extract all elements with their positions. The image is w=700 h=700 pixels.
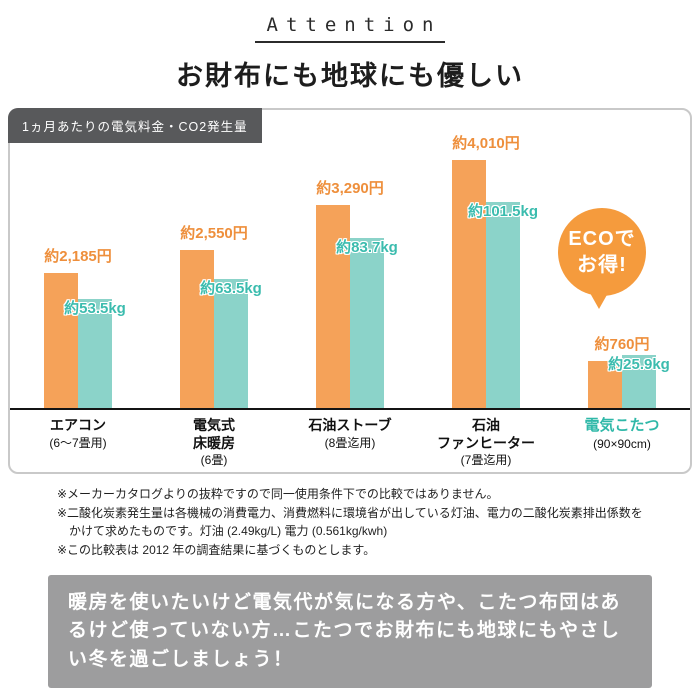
category-size: (6畳) xyxy=(200,453,228,467)
category-size: (6〜7畳用) xyxy=(49,435,107,450)
price-bar xyxy=(588,361,622,408)
category-name: エアコン xyxy=(50,417,106,433)
category-label: エアコン (6〜7畳用) xyxy=(10,417,146,472)
co2-label: 約101.5kg xyxy=(467,203,539,220)
co2-label: 約53.5kg xyxy=(64,300,126,317)
bar-group: 約4,010円約101.5kg xyxy=(418,110,554,408)
co2-label: 約25.9kg xyxy=(608,356,670,373)
category-label: 電気こたつ (90×90cm) xyxy=(554,417,690,472)
price-bar xyxy=(452,160,486,408)
price-label: 約3,290円 xyxy=(316,180,384,197)
co2-bar xyxy=(78,299,112,408)
bar-group: 約2,550円約63.5kg xyxy=(146,110,282,408)
bar-group: 約760円約25.9kg xyxy=(554,110,690,408)
bar-pair: 約3,290円約83.7kg xyxy=(316,180,398,408)
price-label: 約2,550円 xyxy=(180,225,248,242)
footnote: ※二酸化炭素発生量は各機械の消費電力、消費燃料に環境省が出している灯油、電力の二… xyxy=(57,506,643,538)
category-name: 電気こたつ xyxy=(584,417,660,434)
price-bar xyxy=(316,205,350,408)
chart-categories: エアコン (6〜7畳用) 電気式 床暖房 (6畳) 石油ストーブ (8畳迄用) 石油 ファンヒー… xyxy=(10,410,690,472)
attention-header: Attention xyxy=(0,0,700,43)
co2-bar xyxy=(350,238,384,408)
footer-message-box: 暖房を使いたいけど電気代が気になる方や、こたつ布団はあるけど使っていない方…こた… xyxy=(48,574,652,689)
price-label: 約760円 xyxy=(594,336,650,353)
page-title: お財布にも地球にも優しい xyxy=(176,61,524,91)
eco-badge: ECOで お得! xyxy=(558,208,646,309)
bar-group: 約2,185円約53.5kg xyxy=(10,110,146,408)
footnote: ※メーカーカタログよりの抜粋ですので同一使用条件下での比較ではありません。 xyxy=(57,487,499,501)
category-label: 石油 ファンヒーター (7畳迄用) xyxy=(418,417,554,472)
eco-badge-tail xyxy=(590,293,608,309)
footnote: ※この比較表は 2012 年の調査結果に基づくものとします。 xyxy=(57,543,376,558)
chart-plot-slots: 約2,185円約53.5kg 約2,550円約63.5kg 約3,290円約83.7… xyxy=(10,110,690,408)
co2-bar xyxy=(486,202,520,408)
chart-plot: 約2,185円約53.5kg 約2,550円約63.5kg 約3,290円約83.7… xyxy=(10,110,690,410)
category-label: 電気式 床暖房 (6畳) xyxy=(146,417,282,472)
eco-badge-line2: お得! xyxy=(577,254,627,276)
co2-bar xyxy=(214,279,248,408)
chart-title-tab: 1ヵ月あたりの電気料金・CO2発生量 xyxy=(8,108,262,143)
bar-pair: 約2,550円約63.5kg xyxy=(180,225,262,408)
bar-group: 約3,290円約83.7kg xyxy=(282,110,418,408)
category-name: 電気式 床暖房 xyxy=(193,417,235,451)
category-name: 石油ストーブ xyxy=(308,417,392,433)
co2-label: 約83.7kg xyxy=(336,239,398,256)
co2-label: 約63.5kg xyxy=(200,280,262,297)
co2-bar xyxy=(622,355,656,408)
chart-panel: 1ヵ月あたりの電気料金・CO2発生量 約2,185円約53.5kg 約2,550円… xyxy=(8,108,692,474)
category-size: (7畳迄用) xyxy=(460,453,512,467)
price-label: 約2,185円 xyxy=(44,248,112,265)
eco-badge-line1: ECOで xyxy=(568,228,636,250)
bar-pair: 約2,185円約53.5kg xyxy=(44,248,126,408)
attention-label: Attention xyxy=(254,14,446,43)
bar-pair: 約4,010円約101.5kg xyxy=(452,135,538,408)
footnotes: ※メーカーカタログよりの抜粋ですので同一使用条件下での比較ではありません。 ※二… xyxy=(57,486,643,560)
category-label: 石油ストーブ (8畳迄用) xyxy=(282,417,418,472)
price-label: 約4,010円 xyxy=(452,135,520,152)
price-bar xyxy=(180,250,214,408)
category-size: (8畳迄用) xyxy=(324,435,376,450)
category-size: (90×90cm) xyxy=(593,436,651,451)
price-bar xyxy=(44,273,78,408)
category-name: 石油 ファンヒーター xyxy=(437,417,535,451)
bar-pair: 約760円約25.9kg xyxy=(588,336,670,408)
